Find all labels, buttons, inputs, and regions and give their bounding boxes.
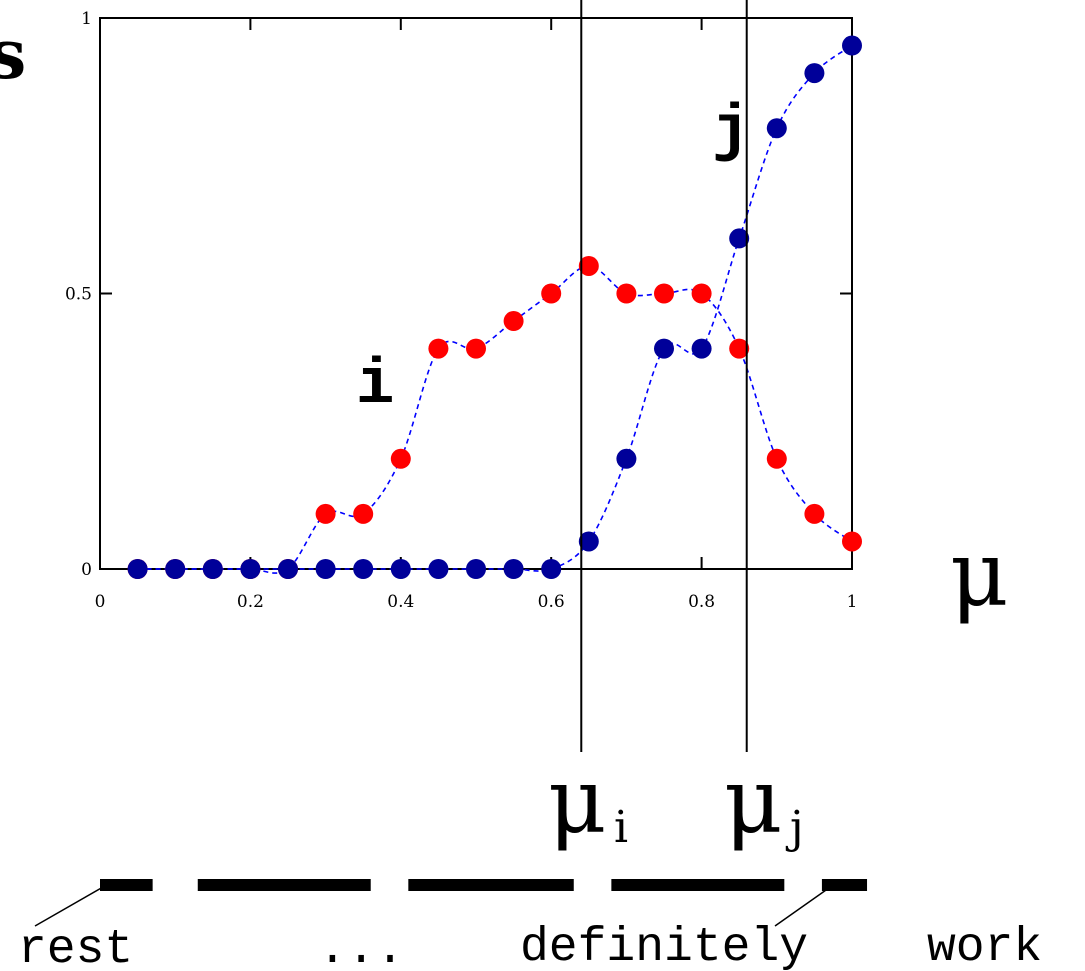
- mu-j-base: μ: [724, 749, 783, 854]
- data-point-j: [428, 559, 449, 579]
- bar-segment: [197, 879, 371, 891]
- mu-i-subscript: i: [614, 802, 628, 853]
- x-tick-label: 0.4: [387, 592, 414, 612]
- data-point-i: [766, 448, 787, 469]
- data-point-j: [654, 338, 674, 359]
- data-point-j: [278, 559, 298, 579]
- data-point-i: [503, 311, 524, 332]
- axis-ticks: [99, 17, 853, 570]
- data-point-i: [691, 283, 712, 304]
- bar-segment: [611, 879, 785, 891]
- threshold-label-mu-i: μ i: [548, 749, 628, 854]
- y-tick-label: 0.5: [65, 285, 92, 305]
- data-points: [127, 35, 862, 579]
- data-point-i: [616, 283, 637, 304]
- data-point-i: [315, 503, 336, 524]
- x-tick-label: 0.8: [688, 592, 715, 612]
- series-label-i: i: [356, 350, 394, 422]
- data-point-i: [654, 283, 674, 304]
- data-point-j: [691, 338, 712, 359]
- ellipsis-label: ...: [318, 923, 404, 971]
- data-point-i: [842, 531, 862, 552]
- data-point-i: [428, 338, 449, 359]
- rest-pointer-line: [34, 882, 111, 927]
- data-point-j: [578, 531, 599, 552]
- x-tick-label: 0.2: [237, 592, 264, 612]
- mu-i-base: μ: [548, 749, 607, 854]
- data-point-j: [616, 448, 637, 469]
- y-tick-label: 0: [81, 560, 92, 580]
- mu-j-subscript: j: [785, 802, 804, 853]
- work-label: work: [927, 921, 1042, 971]
- rest-label: rest: [18, 923, 133, 971]
- data-point-j: [390, 559, 411, 579]
- data-point-j: [353, 559, 374, 579]
- y-tick-label: 1: [81, 9, 92, 29]
- series-label-j: j: [712, 96, 750, 168]
- data-point-i: [541, 283, 562, 304]
- data-point-i: [466, 338, 486, 359]
- data-point-j: [804, 63, 825, 84]
- bar-segment: [100, 879, 153, 891]
- x-axis-label: μ: [950, 522, 1009, 627]
- data-point-j: [842, 35, 862, 56]
- bar-segment: [821, 879, 868, 891]
- y-axis-label: s: [0, 15, 26, 95]
- data-point-j: [466, 559, 486, 579]
- threshold-lines: [580, 0, 748, 752]
- data-point-i: [729, 338, 750, 359]
- data-point-j: [503, 559, 524, 579]
- data-point-i: [353, 503, 374, 524]
- x-tick-label: 1: [847, 592, 858, 612]
- data-point-j: [127, 559, 148, 579]
- x-tick-label: 0: [95, 592, 106, 612]
- data-point-j: [315, 559, 336, 579]
- data-point-i: [804, 503, 825, 524]
- data-point-j: [202, 559, 223, 579]
- data-point-i: [578, 255, 599, 276]
- threshold-label-mu-j: μ j: [724, 749, 804, 854]
- work-pointer-line: [774, 882, 837, 927]
- y-tick-labels: 00.51: [65, 9, 92, 580]
- bar-segment: [408, 879, 574, 891]
- data-point-j: [165, 559, 186, 579]
- data-point-j: [766, 118, 787, 139]
- definitely-label: definitely: [520, 921, 808, 971]
- fit-line-i: [137, 265, 853, 574]
- x-tick-label: 0.6: [538, 592, 565, 612]
- data-point-j: [541, 559, 562, 579]
- activity-scale-bar: [100, 879, 868, 891]
- data-point-j: [729, 228, 750, 249]
- x-tick-labels: 0 0.2 0.4 0.6 0.8 1: [95, 592, 858, 612]
- data-point-j: [240, 559, 261, 579]
- data-point-i: [390, 448, 411, 469]
